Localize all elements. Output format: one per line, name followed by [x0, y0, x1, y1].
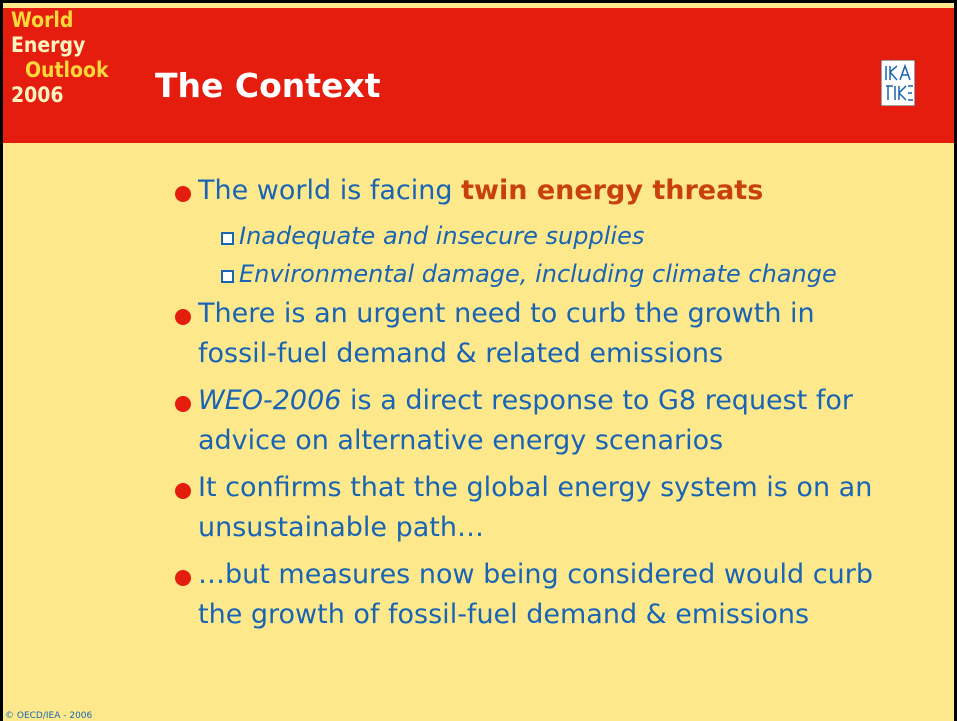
text-segment: Environmental damage, including climate …: [239, 260, 837, 288]
bullet-dot: [175, 186, 191, 202]
text-segment: twin energy threats: [461, 175, 764, 206]
slide-title: The Context: [155, 66, 381, 105]
bullet-dot: [175, 309, 191, 325]
bullet-line: Inadequate and insecure supplies: [239, 222, 644, 250]
logo-line: World: [11, 8, 74, 32]
bullet-line: There is an urgent need to curb the grow…: [198, 298, 815, 329]
text-segment: is a direct response to G8 request for: [341, 385, 854, 416]
bullet-line: Environmental damage, including climate …: [239, 260, 837, 288]
text-segment: WEO-2006: [198, 385, 342, 416]
footer: © OECD/IEA - 2006: [5, 711, 93, 721]
bullet-box: [221, 270, 234, 283]
bullet-line: The world is facing twin energy threats: [198, 175, 763, 206]
text-segment: …but measures now being considered would…: [198, 559, 873, 590]
bullet-box: [221, 232, 234, 245]
logo-line: 2006: [11, 83, 64, 107]
bullet-line: fossil-fuel demand & related emissions: [198, 338, 723, 369]
bullet-line: WEO-2006 is a direct response to G8 requ…: [198, 385, 853, 416]
text-segment: unsustainable path…: [198, 512, 484, 543]
text-segment: fossil-fuel demand & related emissions: [198, 338, 724, 369]
text-segment: The world is facing: [198, 175, 462, 206]
text-segment: There is an urgent need to curb the grow…: [198, 298, 815, 329]
bullet-line: unsustainable path…: [198, 512, 484, 543]
text-segment: advice on alternative energy scenarios: [198, 425, 724, 456]
bullet-line: It confirms that the global energy syste…: [198, 472, 872, 503]
bullet-dot: [175, 570, 191, 586]
text-segment: Inadequate and insecure supplies: [239, 222, 645, 250]
header-band: World Energy Outlook 2006 The Context: [3, 8, 954, 143]
text-segment: the growth of fossil-fuel demand & emiss…: [198, 599, 810, 630]
iea-logo: [881, 60, 915, 106]
logo-line: Energy: [11, 33, 86, 57]
bullet-dot: [175, 396, 191, 412]
bullet-dot: [175, 483, 191, 499]
bullet-line: advice on alternative energy scenarios: [198, 425, 723, 456]
logo-line: Outlook: [25, 58, 109, 82]
logo: World Energy Outlook 2006: [11, 8, 109, 108]
bullet-line: …but measures now being considered would…: [198, 559, 873, 590]
bullet-line: the growth of fossil-fuel demand & emiss…: [198, 599, 809, 630]
text-segment: It confirms that the global energy syste…: [198, 472, 873, 503]
